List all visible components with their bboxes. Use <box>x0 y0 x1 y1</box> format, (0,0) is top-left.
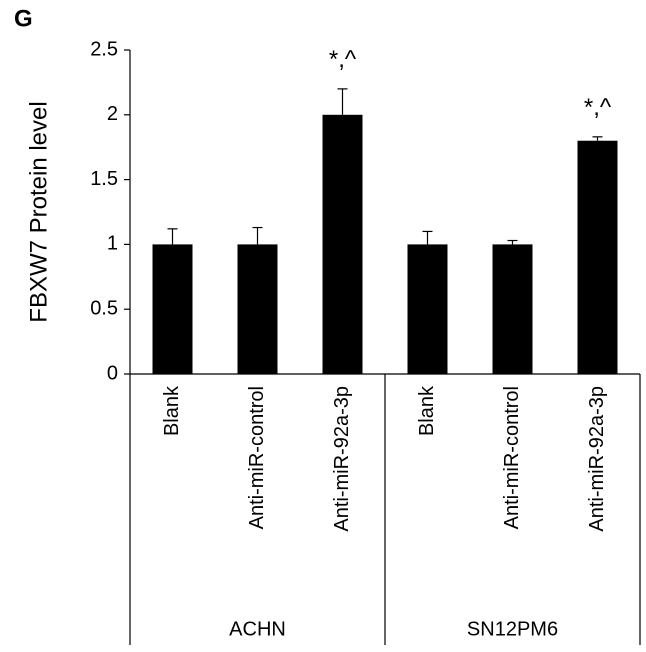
annotation: *,^ <box>584 94 612 121</box>
x-tick-label: Anti-miR-control <box>246 386 268 529</box>
y-tick-label: 1 <box>107 233 118 255</box>
y-tick-label: 0 <box>107 362 118 384</box>
x-tick-label: Anti-miR-control <box>501 386 523 529</box>
group-label: SN12PM6 <box>467 618 558 640</box>
x-tick-label: Blank <box>161 385 183 436</box>
bar <box>322 114 363 375</box>
y-tick-label: 0.5 <box>90 297 118 319</box>
panel-label: G <box>14 5 33 32</box>
group-label: ACHN <box>229 618 286 640</box>
bar <box>577 140 618 374</box>
bar <box>237 244 278 374</box>
bar <box>152 244 193 374</box>
y-tick-label: 2.5 <box>90 38 118 60</box>
x-tick-label: Anti-miR-92a-3p <box>331 386 353 532</box>
y-axis-label: FBXW7 Protein level <box>25 101 52 322</box>
x-tick-label: Anti-miR-92a-3p <box>586 386 608 532</box>
y-tick-label: 1.5 <box>90 168 118 190</box>
x-tick-label: Blank <box>416 385 438 436</box>
annotation: *,^ <box>329 46 357 73</box>
bar <box>407 244 448 374</box>
bar <box>492 244 533 374</box>
y-tick-label: 2 <box>107 103 118 125</box>
